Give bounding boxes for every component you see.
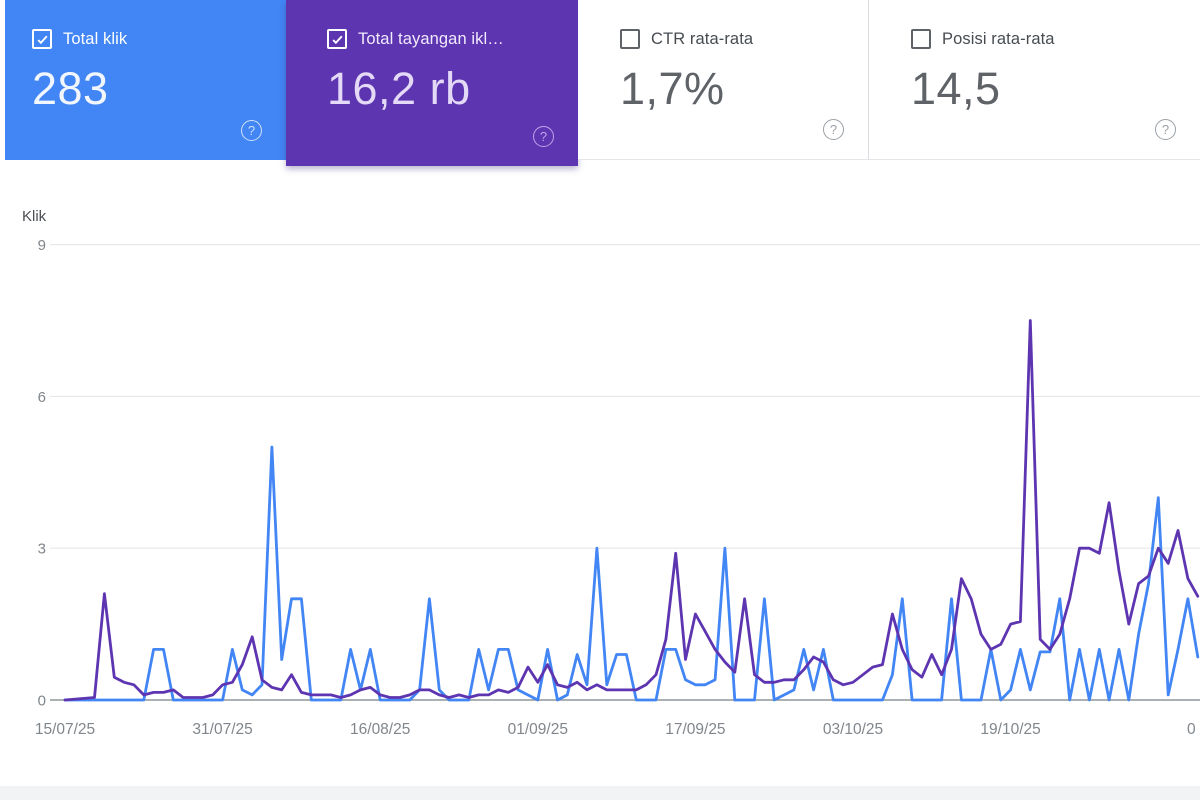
- card-value: 283: [32, 63, 109, 114]
- y-axis-title: Klik: [22, 208, 47, 225]
- x-axis-label: 19/10/25: [980, 721, 1040, 738]
- checkbox-checked-icon[interactable]: [327, 29, 347, 49]
- card-label: Total klik: [63, 29, 128, 48]
- card-value: 16,2 rb: [327, 63, 471, 114]
- checkbox-unchecked-icon[interactable]: [620, 29, 640, 49]
- metric-cards-row: Total klik 283 ? Total tayangan ikl… 16,…: [0, 0, 1200, 166]
- help-icon[interactable]: ?: [241, 120, 262, 141]
- x-axis-label: 15/07/25: [35, 721, 95, 738]
- help-icon[interactable]: ?: [823, 119, 844, 140]
- x-axis-label: 01/09/25: [508, 721, 568, 738]
- metric-card-ctr[interactable]: CTR rata-rata 1,7% ?: [578, 0, 868, 160]
- card-label: CTR rata-rata: [651, 29, 754, 48]
- checkbox-checked-icon[interactable]: [32, 29, 52, 49]
- card-label: Posisi rata-rata: [942, 29, 1055, 48]
- x-axis-label: 16/08/25: [350, 721, 410, 738]
- x-axis-label: 03/10/25: [823, 721, 883, 738]
- x-axis-label: 17/09/25: [665, 721, 725, 738]
- page-bottom-band: [0, 786, 1200, 800]
- y-tick-label: 9: [38, 237, 46, 254]
- card-value: 1,7%: [620, 63, 725, 114]
- metric-card-total-klik[interactable]: Total klik 283 ?: [5, 0, 286, 160]
- help-icon[interactable]: ?: [1155, 119, 1176, 140]
- checkbox-unchecked-icon[interactable]: [911, 29, 931, 49]
- help-icon[interactable]: ?: [533, 126, 554, 147]
- y-tick-label: 6: [38, 389, 46, 406]
- x-axis-label-partial: 0: [1187, 721, 1196, 738]
- metric-card-total-tayangan[interactable]: Total tayangan ikl… 16,2 rb ?: [286, 0, 578, 166]
- y-tick-label: 3: [38, 541, 46, 558]
- card-value: 14,5: [911, 63, 1001, 114]
- clicks-line: [63, 445, 1200, 702]
- metric-card-posisi[interactable]: Posisi rata-rata 14,5 ?: [868, 0, 1200, 160]
- card-label: Total tayangan ikl…: [358, 29, 504, 48]
- impressions-line: [63, 319, 1200, 702]
- y-tick-label: 0: [38, 693, 46, 710]
- x-axis-label: 31/07/25: [192, 721, 252, 738]
